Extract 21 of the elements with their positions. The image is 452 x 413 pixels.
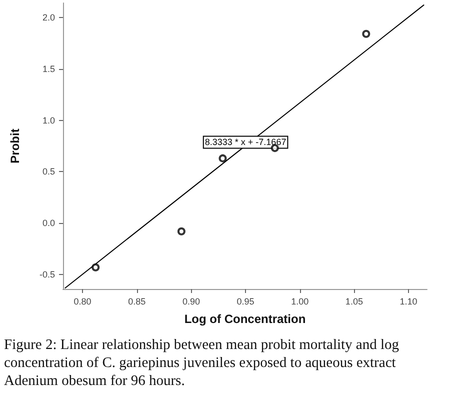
caption: Figure 2: Linear relationship between mean probit mortality and log concentration of C. gariepinus juveniles exposed to aqueous extract Adenium obesum for 96 hours. (4, 336, 400, 390)
x-tick-label: 0.90 (182, 296, 200, 306)
x-tick-label: 0.80 (74, 296, 92, 306)
x-tick-label: 1.10 (400, 296, 418, 306)
x-tick-label: 1.00 (291, 296, 309, 306)
point (92, 263, 100, 272)
point (362, 30, 370, 38)
x-tick-label: 1.05 (345, 296, 363, 306)
y-tick-label: 1.5 (42, 64, 55, 74)
y-tick-label: 0.5 (42, 166, 55, 177)
point (177, 227, 186, 236)
annotation: 8.3333 * x + -7.1667 (204, 137, 286, 148)
y-axis-title: Probit (8, 128, 22, 164)
y-tick-label: 0.0 (42, 218, 55, 228)
y-tick-label: -0.5 (39, 270, 55, 280)
x-tick-label: 0.95 (236, 296, 254, 306)
point (218, 154, 227, 162)
y-tick-label: 1.0 (42, 115, 55, 126)
x-tick-label: 0.85 (128, 296, 146, 306)
x-axis-title: Log of Concentration (184, 312, 306, 326)
y-tick-label: 2.0 (42, 12, 55, 22)
